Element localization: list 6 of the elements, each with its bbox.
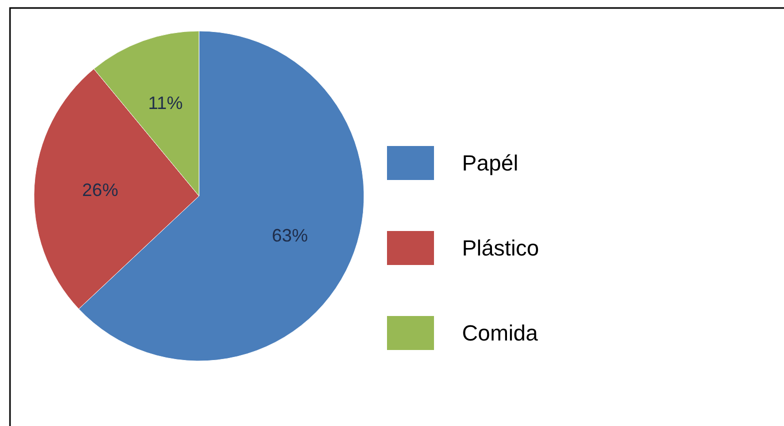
legend-label: Plástico	[462, 236, 540, 260]
data-label: 26%	[82, 180, 118, 200]
legend-label: Papél	[462, 150, 518, 176]
data-label: 63%	[272, 225, 308, 246]
data-label: 11%	[148, 92, 183, 113]
legend-label: Comida	[462, 320, 539, 346]
